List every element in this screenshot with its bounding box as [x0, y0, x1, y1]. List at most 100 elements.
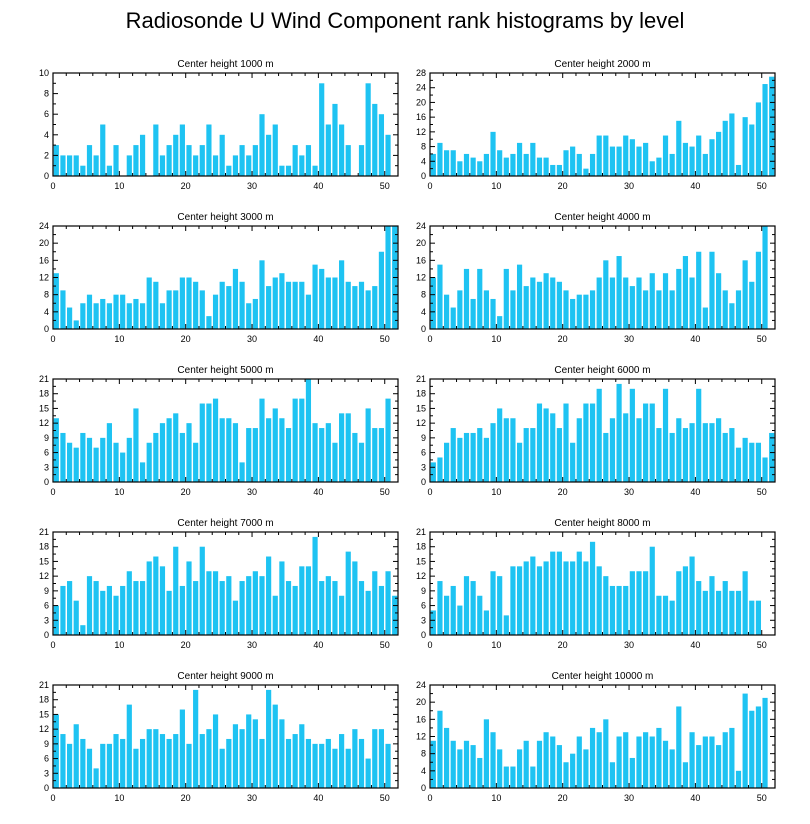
histogram-bar: [159, 155, 166, 176]
histogram-bar: [656, 727, 662, 788]
histogram-bar: [729, 113, 735, 176]
histogram-panel: Center height 5000 m 0 3 6 9 12 15 18 21 0 10 20 30 4…: [39, 365, 399, 497]
y-tick-label: 0: [421, 477, 426, 487]
y-tick-label: 18: [39, 542, 49, 552]
y-tick-label: 24: [416, 83, 426, 93]
histogram-bar: [709, 736, 715, 788]
histogram-bar: [60, 290, 66, 330]
histogram-bar: [503, 615, 509, 635]
histogram-bar: [643, 142, 649, 176]
histogram-bar: [86, 294, 93, 329]
histogram-bar: [516, 442, 523, 482]
histogram-panel: Center height 10000 m 0 4 8 12 16 20 24 0 10 20 30 4…: [416, 671, 776, 803]
histogram-bar: [649, 273, 655, 329]
histogram-bar: [643, 403, 649, 482]
x-tick-label: 10: [114, 793, 124, 803]
histogram-bar: [576, 153, 582, 176]
histogram-bar: [463, 153, 470, 176]
histogram-bar: [226, 286, 232, 329]
histogram-bar: [463, 268, 470, 329]
y-tick-label: 18: [416, 389, 426, 399]
x-tick-label: 30: [247, 487, 257, 497]
histogram-bar: [742, 693, 748, 788]
x-tick-label: 20: [558, 487, 568, 497]
histogram-bar: [689, 146, 695, 176]
histogram-bar: [450, 307, 456, 329]
y-tick-label: 2: [44, 150, 49, 160]
histogram-bar: [457, 605, 463, 635]
histogram-bar: [603, 432, 609, 482]
histogram-bar: [676, 571, 682, 635]
histogram-bar: [483, 290, 489, 330]
histogram-bar: [669, 600, 675, 635]
y-tick-label: 20: [416, 238, 426, 248]
x-tick-label: 10: [491, 793, 501, 803]
histogram-bar: [199, 403, 205, 482]
histogram-bar: [173, 290, 179, 330]
histogram-panel: Center height 7000 m 0 3 6 9 12 15 18 21 0 10 20 30 4…: [39, 518, 399, 650]
histogram-bar: [444, 294, 450, 329]
histogram-bar: [463, 576, 470, 635]
histogram-bar: [166, 145, 172, 176]
panel-title: Center height 4000 m: [554, 212, 650, 223]
histogram-bar: [159, 734, 166, 788]
x-tick-label: 50: [380, 334, 390, 344]
histogram-bar: [543, 408, 549, 482]
x-tick-label: 50: [380, 793, 390, 803]
histogram-bar: [139, 303, 146, 329]
histogram-bar: [212, 294, 219, 329]
histogram-bar: [153, 432, 159, 482]
histogram-bar: [206, 729, 212, 788]
histogram-bar: [80, 625, 86, 635]
x-tick-label: 10: [491, 487, 501, 497]
histogram-bar: [662, 135, 669, 176]
histogram-bar: [722, 120, 728, 176]
histogram-bar: [100, 437, 106, 482]
histogram-bar: [186, 423, 192, 482]
x-tick-label: 20: [181, 793, 191, 803]
histogram-bar: [583, 561, 589, 635]
histogram-bar: [516, 566, 523, 635]
histogram-bar: [206, 124, 212, 176]
histogram-bar: [73, 724, 79, 788]
y-tick-label: 6: [44, 754, 49, 764]
y-tick-label: 15: [416, 403, 426, 413]
x-tick-label: 0: [427, 334, 432, 344]
y-tick-label: 16: [416, 255, 426, 265]
histogram-bar: [378, 251, 385, 329]
x-tick-label: 10: [114, 334, 124, 344]
histogram-bar: [649, 546, 655, 635]
histogram-bar: [173, 734, 179, 788]
histogram-bar: [352, 729, 358, 788]
histogram-bar: [285, 281, 292, 329]
histogram-bar: [272, 704, 278, 788]
histogram-bar: [279, 165, 285, 176]
histogram-bar: [755, 102, 762, 176]
histogram-bar: [709, 139, 715, 176]
y-tick-label: 12: [39, 418, 49, 428]
y-tick-label: 18: [416, 542, 426, 552]
histogram-bar: [490, 298, 496, 329]
histogram-bar: [385, 134, 391, 176]
histogram-bar: [722, 432, 728, 482]
histogram-bar: [385, 226, 391, 329]
histogram-bar: [682, 762, 689, 788]
histogram-bar: [312, 536, 318, 635]
histogram-bar: [543, 157, 549, 176]
histogram-bar: [696, 135, 702, 176]
histogram-bar: [689, 423, 695, 482]
x-tick-label: 20: [181, 640, 191, 650]
histogram-bar: [596, 277, 602, 329]
histogram-bar: [332, 103, 338, 176]
histogram-bar: [246, 428, 252, 482]
histogram-bar: [669, 432, 675, 482]
histogram-bar: [483, 610, 489, 635]
histogram-panel: Center height 3000 m 0 4 8 12 16 20 24 0 10 20 30 40…: [39, 212, 399, 344]
figure-title: Radiosonde U Wind Component rank histogr…: [125, 8, 685, 33]
histogram-bar: [93, 303, 99, 329]
histogram-bar: [430, 740, 436, 788]
x-tick-label: 10: [114, 181, 124, 191]
histogram-bar: [186, 561, 192, 635]
histogram-bar: [173, 546, 179, 635]
histogram-bar: [133, 748, 139, 788]
